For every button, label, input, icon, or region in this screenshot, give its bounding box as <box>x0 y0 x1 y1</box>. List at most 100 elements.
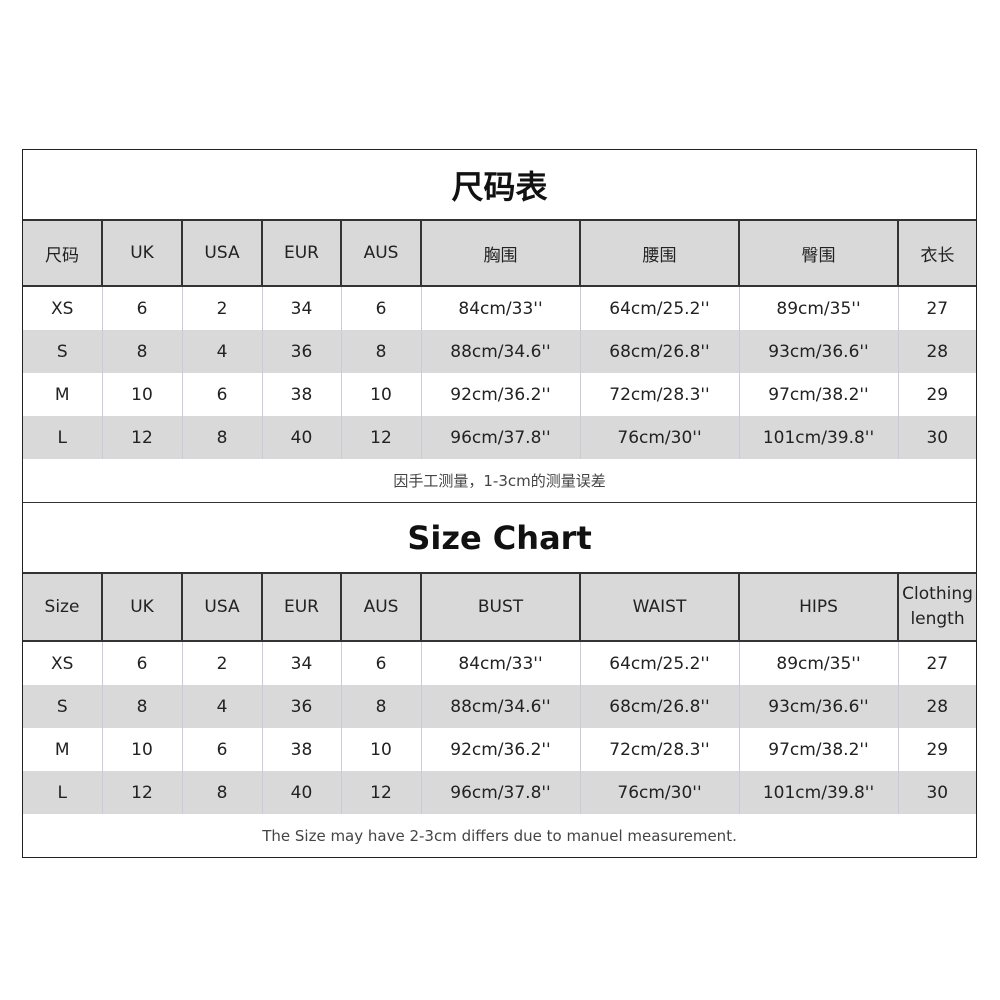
table-cell: 10 <box>101 728 182 771</box>
table-cell: 12 <box>340 416 421 459</box>
measurement-note: The Size may have 2-3cm differs due to m… <box>262 826 737 845</box>
table-cell: 29 <box>897 373 977 416</box>
table-cell: 92cm/36.2'' <box>420 728 580 771</box>
table-cell: 34 <box>261 286 341 330</box>
table-cell: 2 <box>181 641 262 685</box>
table-cell: 68cm/26.8'' <box>579 330 739 373</box>
header-row: 尺码 UK USA EUR AUS 胸围 腰围 臀围 衣长 <box>23 220 977 287</box>
column-header: 腰围 <box>579 220 739 287</box>
table-cell: 40 <box>261 416 341 459</box>
header-row: Size UK USA EUR AUS BUST WAIST HIPS Clothing len… <box>23 573 977 642</box>
table-cell: 64cm/25.2'' <box>579 641 739 685</box>
table-cell: 40 <box>261 771 341 814</box>
table-cell: 72cm/28.3'' <box>579 728 739 771</box>
table-cell: 6 <box>101 286 182 330</box>
table-cell: 10 <box>340 728 421 771</box>
table-cell: 101cm/39.8'' <box>738 416 898 459</box>
size-table-chinese: 尺码表 尺码 UK USA EUR AUS 胸围 腰围 臀围 衣长 XS 6 2 34 6 84cm/33''… <box>23 150 977 503</box>
column-header: BUST <box>420 573 580 642</box>
table-cell: 76cm/30'' <box>579 416 739 459</box>
column-header: HIPS <box>738 573 898 642</box>
table-cell: 89cm/35'' <box>738 286 898 330</box>
table-cell: 27 <box>897 286 977 330</box>
table-cell: 88cm/34.6'' <box>420 330 580 373</box>
column-header: USA <box>181 573 262 642</box>
table-cell: 68cm/26.8'' <box>579 685 739 728</box>
column-header: EUR <box>261 220 341 287</box>
column-header: UK <box>101 573 182 642</box>
table-row: S 8 4 36 8 88cm/34.6'' 68cm/26.8'' 93cm/36.6'' 2… <box>23 685 977 728</box>
column-header: 胸围 <box>420 220 580 287</box>
table-cell: 97cm/38.2'' <box>738 373 898 416</box>
table-cell: 4 <box>181 685 262 728</box>
column-header: 臀围 <box>738 220 898 287</box>
table-title: 尺码表 <box>23 150 977 221</box>
table-cell: 93cm/36.6'' <box>738 330 898 373</box>
table-cell: 12 <box>101 771 182 814</box>
column-header: 衣长 <box>896 220 977 287</box>
table-cell: 36 <box>261 330 341 373</box>
table-cell: 38 <box>261 373 341 416</box>
table-row: XS 6 2 34 6 84cm/33'' 64cm/25.2'' 89cm/35'' 27 <box>23 286 977 330</box>
column-header: WAIST <box>579 573 739 642</box>
table-cell: 6 <box>181 373 262 416</box>
table-cell: 30 <box>897 771 977 814</box>
column-header: USA <box>181 220 262 287</box>
note-row: The Size may have 2-3cm differs due to m… <box>23 814 976 857</box>
table-cell: 8 <box>340 685 421 728</box>
table-cell: 76cm/30'' <box>579 771 739 814</box>
table-row: S 8 4 36 8 88cm/34.6'' 68cm/26.8'' 93cm/36.6'' 2… <box>23 330 977 373</box>
table-cell: 6 <box>340 641 421 685</box>
table-cell: 12 <box>101 416 182 459</box>
table-cell: L <box>23 771 102 814</box>
table-cell: 6 <box>101 641 182 685</box>
table-cell: 29 <box>897 728 977 771</box>
table-cell: 8 <box>181 771 262 814</box>
table-cell: 93cm/36.6'' <box>738 685 898 728</box>
table-cell: 28 <box>897 330 977 373</box>
measurement-note: 因手工测量，1-3cm的测量误差 <box>23 459 977 503</box>
column-header: Clothing length <box>896 573 977 642</box>
table-cell: 97cm/38.2'' <box>738 728 898 771</box>
table-title: Size Chart <box>23 503 977 574</box>
note-row: 因手工测量，1-3cm的测量误差 <box>23 459 977 503</box>
table-cell: 6 <box>181 728 262 771</box>
table-cell: 89cm/35'' <box>738 641 898 685</box>
table-cell: S <box>23 685 102 728</box>
table-cell: 88cm/34.6'' <box>420 685 580 728</box>
table-cell: 8 <box>340 330 421 373</box>
table-title: Size Chart <box>23 503 977 574</box>
table-cell: XS <box>51 298 74 319</box>
table-row: XS 6 2 34 6 84cm/33'' 64cm/25.2'' 89cm/35'' 27 <box>23 641 977 685</box>
table-cell: 12 <box>340 771 421 814</box>
table-cell: M <box>54 739 70 760</box>
table-title: 尺码表 <box>23 150 977 221</box>
table-cell: 2 <box>181 286 262 330</box>
column-header: UK <box>101 220 182 287</box>
table-cell: L <box>23 416 102 459</box>
table-cell: S <box>23 330 102 373</box>
table-cell: 84cm/33'' <box>420 286 580 330</box>
table-cell: M <box>54 384 70 405</box>
table-cell: XS <box>51 653 74 674</box>
table-cell: 8 <box>181 416 262 459</box>
table-cell: 96cm/37.8'' <box>420 771 580 814</box>
column-header: Size <box>23 573 102 642</box>
table-cell: 6 <box>340 286 421 330</box>
table-cell: 10 <box>340 373 421 416</box>
table-cell: 84cm/33'' <box>420 641 580 685</box>
size-chart: 尺码表 尺码 UK USA EUR AUS 胸围 腰围 臀围 衣长 XS 6 2 34 6 84cm/33''… <box>22 149 977 858</box>
table-cell: 30 <box>897 416 977 459</box>
table-cell: 8 <box>101 330 182 373</box>
table-cell: 10 <box>101 373 182 416</box>
size-table-english: Size Chart Size UK USA EUR AUS BUST WAIST HIPS Cl… <box>23 503 977 857</box>
table-row: L 12 8 40 12 96cm/37.8'' 76cm/30'' 101cm/39.8''… <box>23 771 977 814</box>
table-cell: 27 <box>897 641 977 685</box>
table-cell: 34 <box>261 641 341 685</box>
column-header: AUS <box>340 220 421 287</box>
table-cell: 38 <box>261 728 341 771</box>
column-header: AUS <box>340 573 421 642</box>
table-cell: 4 <box>181 330 262 373</box>
column-header: 尺码 <box>23 220 102 287</box>
table-cell: 96cm/37.8'' <box>420 416 580 459</box>
